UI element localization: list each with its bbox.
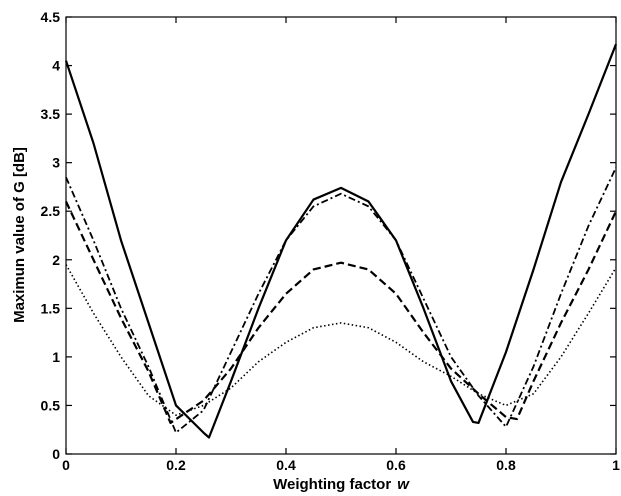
x-axis-label: Weighting factor	[273, 476, 391, 493]
x-tick-labels: 0 0.2 0.4 0.6 0.8 1	[62, 457, 620, 473]
y-tick-label: 1.5	[41, 300, 61, 316]
y-tick-label: 0.5	[41, 397, 61, 413]
series-layer	[64, 43, 618, 439]
x-tick-label: 0.4	[276, 457, 296, 473]
y-tick-label: 3	[52, 155, 60, 171]
series-line-dashed	[65, 201, 617, 425]
x-tick-label: 0	[62, 457, 70, 473]
x-tick-label: 0.6	[386, 457, 406, 473]
series-line-solid	[64, 43, 618, 439]
x-axis-title: Weighting factor w	[273, 476, 410, 493]
y-tick-label: 2.5	[41, 203, 61, 219]
series-line-dotted	[65, 264, 617, 416]
y-tick-label: 2	[52, 252, 60, 268]
y-tick-label: 3.5	[41, 106, 61, 122]
y-tick-label: 4	[52, 58, 60, 74]
y-tick-labels: 0 0.5 1 1.5 2 2.5 3 3.5 4 4.5	[41, 9, 61, 462]
x-axis-variable: w	[397, 476, 410, 493]
y-tick-label: 1	[52, 349, 60, 365]
y-tick-label: 4.5	[41, 9, 61, 25]
y-axis-title: Maximun value of G [dB]	[11, 147, 28, 323]
x-tick-label: 0.8	[496, 457, 516, 473]
plot-frame	[65, 16, 617, 455]
y-tick-label: 0	[52, 446, 60, 462]
axis-ticks	[65, 16, 617, 455]
series-line-dash-dot	[65, 167, 617, 434]
x-tick-label: 1	[612, 457, 620, 473]
x-tick-label: 0.2	[166, 457, 186, 473]
